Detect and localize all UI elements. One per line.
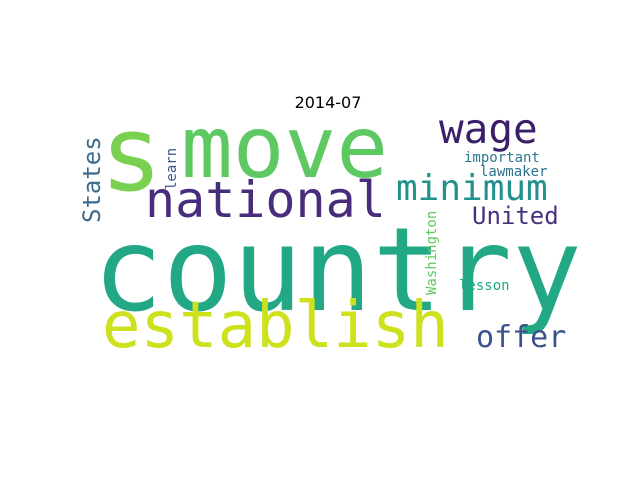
word-offer: offer [476, 320, 567, 355]
word-country: country [93, 203, 577, 338]
figure-title: 2014-07 [294, 93, 362, 112]
word-minimum: minimum [396, 168, 548, 209]
word-lawmaker: lawmaker [480, 164, 548, 180]
word-national: national [145, 171, 386, 229]
word-important: important [464, 150, 540, 166]
word-cloud: country s move establish national wage m… [80, 117, 577, 370]
word-learn: learn [164, 147, 180, 190]
word-move: move [181, 117, 389, 198]
word-States: States [80, 136, 106, 223]
word-establish: establish [102, 289, 449, 363]
word-lesson: lesson [459, 278, 510, 294]
word-Washington: Washington [424, 210, 440, 295]
word-s: s [100, 117, 163, 215]
word-United: United [472, 202, 559, 230]
word-wage: wage [439, 117, 538, 153]
